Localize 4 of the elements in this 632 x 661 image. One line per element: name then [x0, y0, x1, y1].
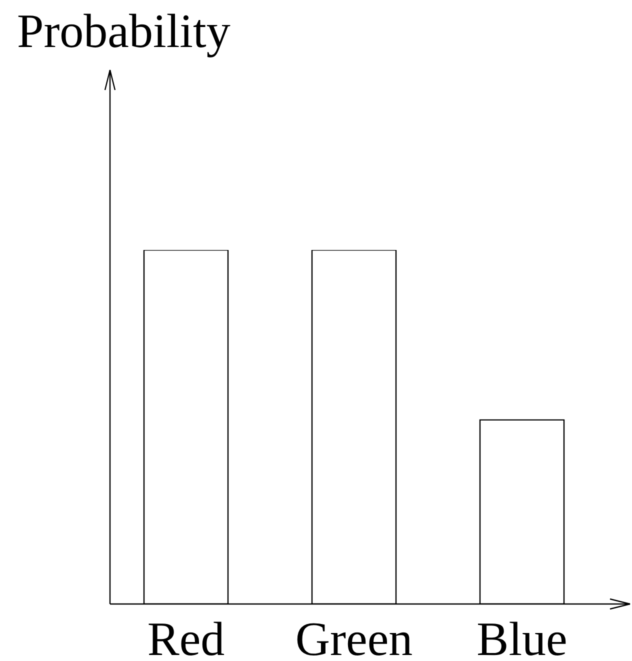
x-tick-label: Red — [147, 613, 225, 661]
x-tick-label: Blue — [476, 613, 568, 661]
y-axis-title: Probability — [17, 4, 230, 60]
x-tick-label: Green — [295, 613, 413, 661]
